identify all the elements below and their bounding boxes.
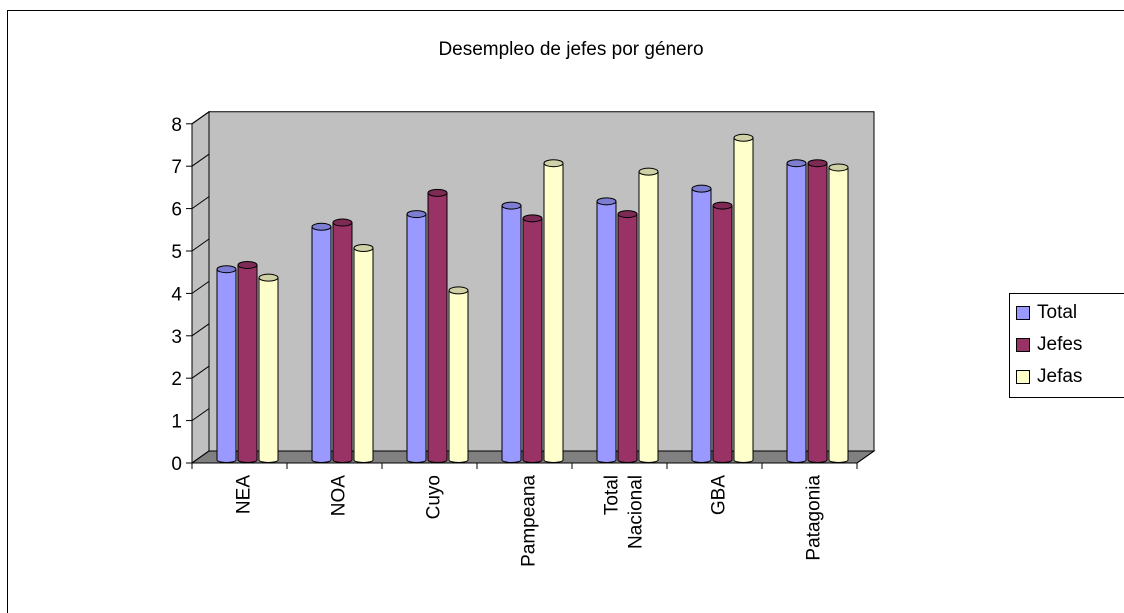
y-tick-label: 8 bbox=[171, 115, 182, 136]
bar-jefes bbox=[332, 222, 353, 463]
y-tick-label: 3 bbox=[171, 327, 182, 348]
legend-label-jefes: Jefes bbox=[1037, 334, 1083, 355]
x-axis-end bbox=[856, 450, 875, 464]
x-tick-label: Cuyo bbox=[424, 475, 445, 519]
x-tick-label: Total bbox=[602, 475, 623, 515]
bar-jefes bbox=[617, 213, 638, 463]
chart-frame bbox=[7, 10, 1124, 613]
bar-total bbox=[406, 213, 427, 463]
bar-total bbox=[311, 226, 332, 463]
x-tick-label: Nacional bbox=[626, 475, 647, 549]
y-tick-label: 4 bbox=[171, 284, 182, 305]
bar-total bbox=[596, 200, 617, 463]
bar-top-jefas bbox=[353, 244, 374, 252]
bar-total bbox=[501, 205, 522, 463]
legend-swatch-jefes bbox=[1016, 338, 1030, 352]
x-tick-label: Pampeana bbox=[519, 475, 540, 567]
y-tick-diagonal bbox=[191, 450, 210, 464]
legend-label-total: Total bbox=[1037, 302, 1078, 323]
bar-top-jefas bbox=[733, 133, 754, 142]
bar-top-jefas bbox=[258, 273, 279, 282]
bar-top-total bbox=[406, 210, 427, 219]
bar-jefas bbox=[638, 171, 659, 463]
bar-top-jefes bbox=[522, 214, 543, 223]
y-tick-diagonal bbox=[191, 196, 210, 210]
x-tick-label: NOA bbox=[329, 475, 350, 517]
legend-item-jefas: Jefas bbox=[1016, 366, 1082, 388]
bar-top-total bbox=[311, 222, 332, 231]
x-tick-label: Patagonia bbox=[804, 475, 825, 561]
bar-top-total bbox=[501, 201, 522, 210]
y-tick-diagonal bbox=[191, 365, 210, 379]
y-tick-label: 0 bbox=[171, 454, 182, 475]
bar-top-jefas bbox=[828, 163, 849, 172]
bar-top-jefes bbox=[807, 159, 828, 168]
legend-label-jefas: Jefas bbox=[1037, 366, 1083, 387]
bar-jefas bbox=[543, 162, 564, 463]
y-tick-diagonal bbox=[191, 153, 210, 167]
y-tick-diagonal bbox=[191, 280, 210, 294]
legend-swatch-jefas bbox=[1016, 370, 1030, 384]
x-tick-label: GBA bbox=[709, 475, 730, 515]
bar-top-jefas bbox=[448, 286, 469, 295]
bar-jefes bbox=[522, 217, 543, 463]
bar-jefas bbox=[448, 289, 469, 463]
chart-legend: Total Jefes Jefas bbox=[1009, 293, 1124, 398]
bar-top-jefes bbox=[427, 188, 448, 197]
y-tick-label: 7 bbox=[171, 157, 182, 178]
y-tick-diagonal bbox=[191, 408, 210, 422]
bar-jefas bbox=[258, 277, 279, 463]
y-tick-label: 5 bbox=[171, 242, 182, 263]
bar-top-jefas bbox=[543, 159, 564, 168]
bar-jefes bbox=[427, 192, 448, 463]
bar-total bbox=[786, 162, 807, 463]
x-tick-label: NEA bbox=[234, 475, 255, 514]
bar-top-jefes bbox=[712, 201, 733, 210]
y-tick-label: 2 bbox=[171, 369, 182, 390]
bar-total bbox=[216, 268, 237, 463]
y-tick-label: 1 bbox=[171, 412, 182, 433]
bar-top-total bbox=[786, 159, 807, 168]
bar-jefas bbox=[353, 247, 374, 463]
bar-jefes bbox=[237, 264, 258, 463]
bar-top-jefes bbox=[332, 218, 353, 227]
bar-total bbox=[691, 188, 712, 463]
bar-jefes bbox=[712, 205, 733, 463]
y-tick-diagonal bbox=[191, 238, 210, 252]
legend-swatch-total bbox=[1016, 306, 1030, 320]
y-tick-label: 6 bbox=[171, 200, 182, 221]
bar-top-jefes bbox=[617, 210, 638, 219]
legend-item-jefes: Jefes bbox=[1016, 334, 1082, 356]
bar-jefas bbox=[733, 137, 754, 463]
legend-item-total: Total bbox=[1016, 302, 1077, 324]
bar-top-jefes bbox=[237, 260, 258, 269]
bar-top-total bbox=[596, 197, 617, 206]
bar-top-total bbox=[691, 184, 712, 193]
bar-top-total bbox=[216, 265, 237, 274]
bar-jefes bbox=[807, 162, 828, 463]
bar-top-jefas bbox=[638, 167, 659, 176]
y-tick-diagonal bbox=[191, 111, 210, 125]
chart-title: Desempleo de jefes por género bbox=[438, 39, 703, 60]
y-tick-diagonal bbox=[191, 323, 210, 337]
bar-jefas bbox=[828, 166, 849, 463]
